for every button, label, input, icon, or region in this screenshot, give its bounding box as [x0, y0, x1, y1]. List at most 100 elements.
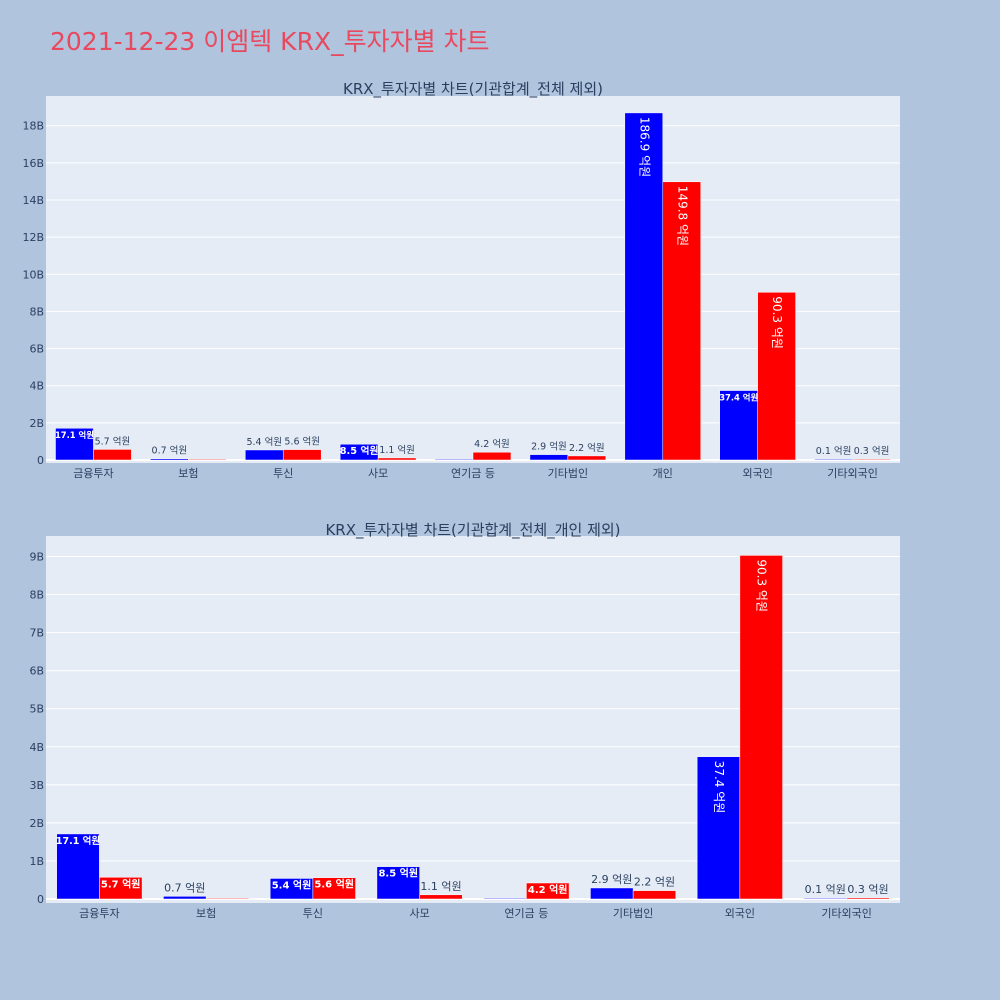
y-tick-label: 0	[37, 893, 44, 906]
x-tick-label: 외국인	[725, 907, 755, 920]
data-label: 90.3 억원	[770, 296, 784, 349]
data-label: 0.7 억원	[152, 445, 188, 457]
y-tick-label: 14B	[22, 194, 44, 207]
data-label: 5.4 억원	[246, 436, 282, 448]
x-tick-label: 개인	[653, 467, 673, 480]
data-label: 2.9 억원	[591, 873, 632, 886]
data-label: 4.2 억원	[474, 438, 510, 450]
bar	[757, 292, 796, 461]
bar	[377, 457, 417, 461]
data-label: 149.8 억원	[675, 186, 689, 246]
bar	[590, 887, 634, 900]
x-tick-label: 기타법인	[548, 467, 588, 480]
x-tick-label: 연기금 등	[451, 467, 495, 480]
chart-title: KRX_투자자별 차트(기관합계_전체 제외)	[343, 80, 603, 99]
data-label: 90.3 억원	[755, 559, 769, 612]
x-tick-label: 금융투자	[73, 467, 113, 480]
y-tick-label: 8B	[29, 589, 44, 602]
x-tick-label: 보험	[178, 467, 198, 480]
data-label: 37.4 억원	[712, 761, 726, 814]
x-tick-label: 기타외국인	[827, 467, 878, 480]
data-label: 5.6 억원	[314, 878, 354, 891]
y-tick-label: 2B	[29, 417, 44, 430]
bar	[624, 112, 664, 461]
x-tick-label: 사모	[368, 467, 388, 480]
bar	[188, 458, 227, 461]
bar	[434, 458, 474, 461]
x-tick-label: 연기금 등	[504, 907, 548, 920]
x-tick-label: 투신	[303, 907, 323, 920]
y-tick-label: 16B	[22, 157, 44, 170]
data-label: 1.1 억원	[420, 880, 461, 893]
data-label: 2.2 억원	[569, 442, 605, 454]
data-label: 2.9 억원	[531, 441, 567, 453]
bar	[632, 890, 677, 900]
page-title: 2021-12-23 이엠텍 KRX_투자자별 차트	[50, 27, 490, 56]
data-label: 5.7 억원	[101, 877, 141, 890]
data-label: 0.3 억원	[854, 445, 890, 457]
bar	[99, 877, 143, 900]
chart-title: KRX_투자자별 차트(기관합계_전체_개인 제외)	[325, 521, 620, 540]
bar	[739, 555, 783, 900]
data-label: 5.7 억원	[95, 435, 131, 447]
bar	[312, 877, 356, 900]
bar	[483, 897, 527, 900]
data-label: 17.1 억원	[56, 835, 100, 847]
bar	[529, 454, 569, 461]
data-label: 5.4 억원	[272, 878, 312, 891]
bar	[93, 449, 132, 461]
x-tick-label: 사모	[410, 907, 430, 920]
bar	[662, 181, 701, 461]
bar	[719, 390, 758, 461]
data-label: 186.9 억원	[637, 117, 651, 177]
x-tick-label: 투신	[273, 467, 293, 480]
bar	[526, 882, 570, 900]
chart-2: 0 1B 2B 3B 4B 5B 6B 7B 8B 9B KRX_투자자별 차트(기관합계_전체_개…	[29, 521, 900, 920]
bar	[814, 458, 853, 461]
data-label: 4.2 억원	[528, 883, 568, 896]
data-label: 0.3 억원	[847, 883, 888, 896]
x-tick-label: 금융투자	[79, 907, 119, 920]
bar	[282, 449, 322, 461]
bar	[472, 451, 512, 461]
data-label: 0.1 억원	[816, 445, 852, 457]
data-label: 8.5 억원	[378, 867, 418, 880]
x-tick-label: 보험	[196, 907, 216, 920]
y-tick-label: 18B	[22, 120, 44, 133]
y-tick-label: 2B	[29, 817, 44, 830]
y-tick-label: 3B	[29, 779, 44, 792]
bar	[245, 449, 284, 461]
bar	[567, 455, 607, 461]
x-tick-label: 기타외국인	[821, 907, 872, 920]
y-tick-label: 5B	[29, 703, 44, 716]
data-label: 17.1 억원	[55, 430, 94, 440]
data-label: 5.6 억원	[284, 436, 320, 448]
y-tick-label: 6B	[29, 665, 44, 678]
bar	[163, 896, 207, 900]
bar	[339, 443, 379, 461]
y-tick-label: 10B	[22, 268, 44, 281]
x-tick-label: 외국인	[742, 467, 772, 480]
y-tick-label: 4B	[29, 380, 44, 393]
y-tick-label: 1B	[29, 855, 44, 868]
data-label: 0.1 억원	[805, 883, 846, 896]
data-label: 0.7 억원	[164, 881, 205, 894]
data-label: 2.2 억원	[634, 876, 675, 889]
y-tick-label: 7B	[29, 627, 44, 640]
bar	[150, 458, 189, 461]
bar	[419, 894, 463, 900]
bar	[376, 866, 420, 900]
bar	[205, 897, 250, 900]
data-label: 1.1 억원	[379, 444, 415, 456]
bar	[56, 833, 100, 900]
y-tick-label: 9B	[29, 551, 44, 564]
y-tick-label: 12B	[22, 231, 44, 244]
data-label: 37.4 억원	[719, 393, 758, 403]
y-tick-label: 6B	[29, 343, 44, 356]
bar	[696, 756, 741, 900]
data-label: 8.5 억원	[340, 444, 379, 457]
bar	[852, 458, 891, 461]
y-tick-label: 4B	[29, 741, 44, 754]
bar	[55, 427, 94, 461]
